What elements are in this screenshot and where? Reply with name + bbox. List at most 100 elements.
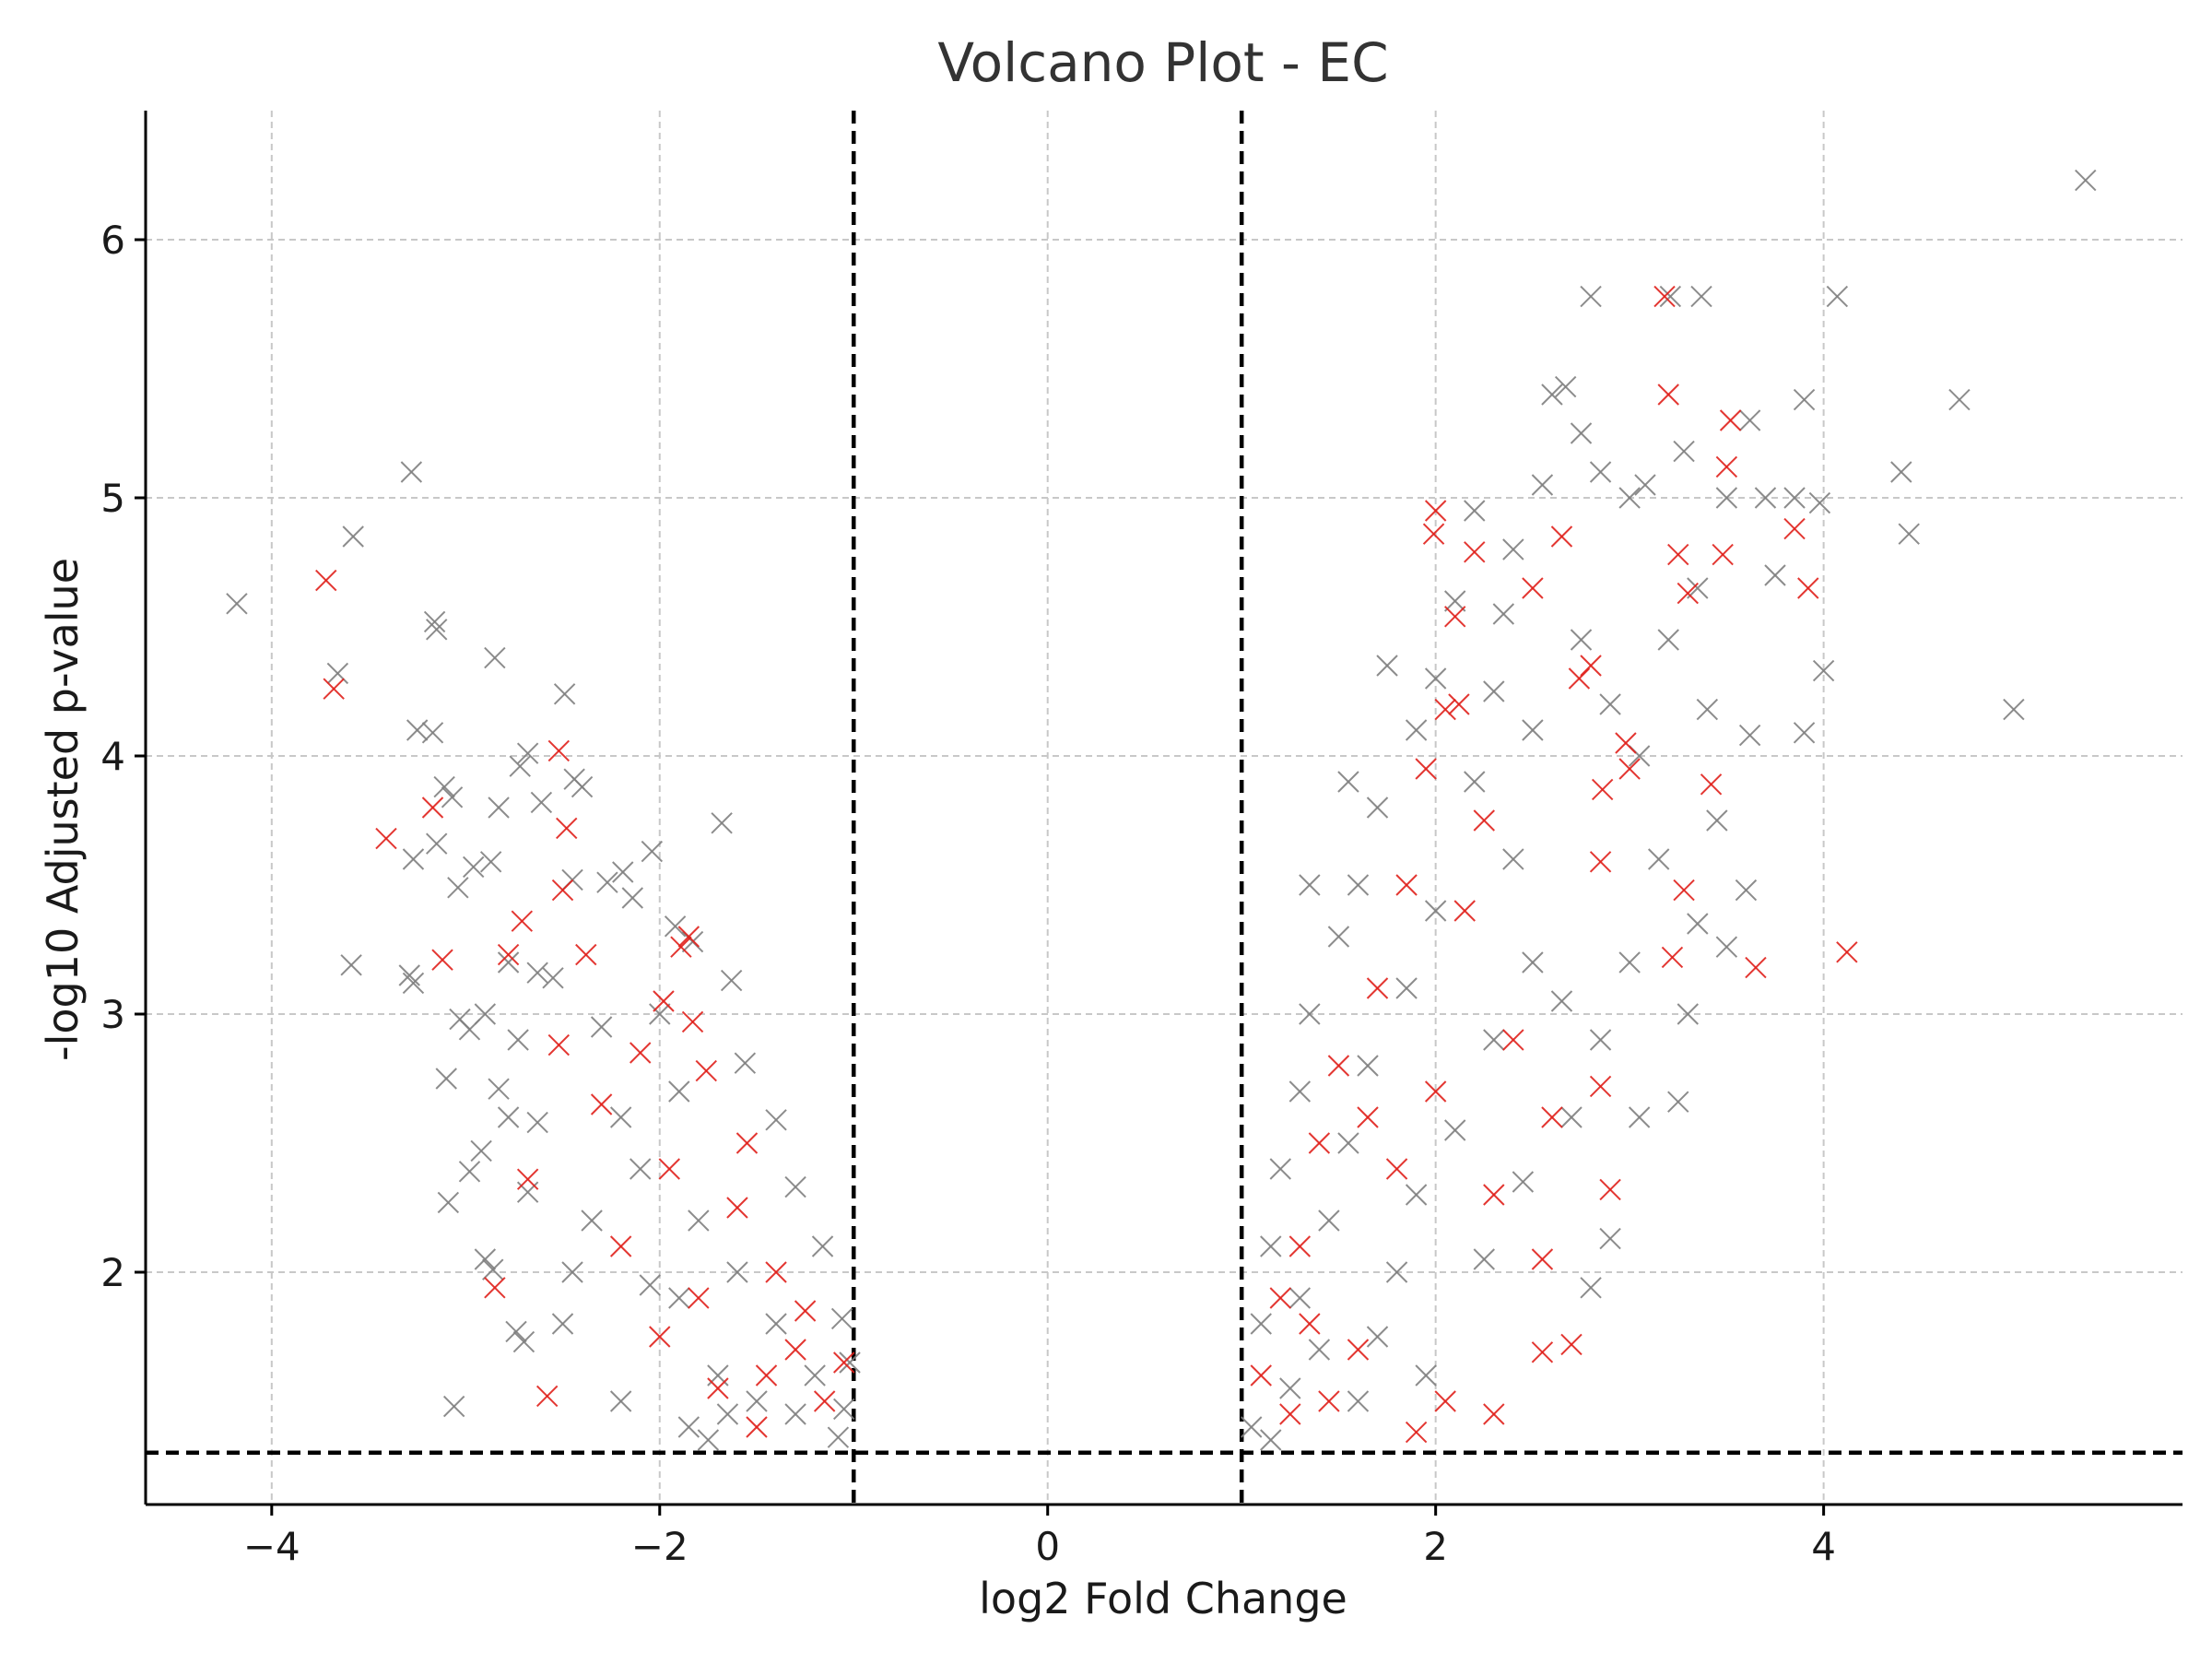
data-point bbox=[1483, 680, 1505, 702]
data-point-stroke bbox=[1719, 409, 1742, 431]
data-point-stroke bbox=[484, 646, 506, 669]
data-point-stroke bbox=[431, 949, 453, 971]
data-point bbox=[1615, 732, 1637, 754]
data-point bbox=[1308, 1132, 1331, 1154]
data-point bbox=[1502, 538, 1524, 561]
data-point-stroke bbox=[668, 1287, 690, 1309]
data-point bbox=[1434, 698, 1456, 721]
data-point-stroke bbox=[1444, 590, 1466, 612]
data-point-stroke bbox=[516, 742, 539, 764]
data-point bbox=[1531, 1248, 1554, 1270]
data-point-stroke bbox=[1706, 809, 1728, 832]
data-point bbox=[1405, 719, 1428, 741]
data-point bbox=[1589, 1029, 1612, 1051]
data-point-stroke bbox=[426, 832, 448, 855]
data-point-stroke bbox=[784, 1339, 806, 1361]
data-point bbox=[658, 1158, 680, 1180]
data-point-stroke bbox=[1318, 1390, 1340, 1412]
data-point-stroke bbox=[1357, 1055, 1379, 1077]
data-point bbox=[1657, 384, 1679, 406]
data-point-stroke bbox=[1898, 523, 1920, 545]
data-point-stroke bbox=[813, 1390, 836, 1412]
data-point bbox=[1385, 1261, 1408, 1283]
data-point-stroke bbox=[563, 768, 585, 790]
data-point-stroke bbox=[398, 964, 420, 986]
data-point bbox=[340, 954, 362, 976]
data-point bbox=[813, 1390, 836, 1412]
data-point-stroke bbox=[1512, 1171, 1535, 1193]
data-point-stroke bbox=[561, 1261, 583, 1283]
data-point bbox=[688, 1210, 710, 1232]
data-point bbox=[535, 1385, 559, 1408]
data-point bbox=[1808, 491, 1831, 514]
data-point-stroke bbox=[581, 1210, 603, 1232]
data-point-stroke bbox=[1269, 1158, 1291, 1180]
data-point bbox=[488, 1078, 510, 1100]
data-point bbox=[609, 1106, 632, 1128]
data-point bbox=[1648, 848, 1670, 870]
data-point-stroke bbox=[726, 1261, 748, 1283]
data-point bbox=[497, 1106, 520, 1128]
data-point bbox=[441, 786, 464, 808]
data-point bbox=[1424, 667, 1447, 690]
data-point bbox=[1522, 719, 1544, 741]
data-point-stroke bbox=[553, 683, 576, 705]
data-point bbox=[1764, 564, 1786, 586]
data-point-stroke bbox=[697, 1429, 720, 1451]
y-tick-label: 2 bbox=[100, 1250, 125, 1295]
data-point bbox=[1677, 582, 1699, 605]
data-point-stroke bbox=[746, 1416, 768, 1438]
data-point bbox=[551, 879, 574, 902]
data-point-stroke bbox=[482, 1258, 504, 1280]
data-point bbox=[1570, 422, 1593, 444]
data-point bbox=[1424, 500, 1447, 522]
data-point-stroke bbox=[1715, 936, 1738, 958]
data-point-stroke bbox=[323, 678, 345, 700]
data-point bbox=[1337, 1132, 1359, 1154]
data-point bbox=[458, 1161, 481, 1183]
data-point-stroke bbox=[340, 954, 362, 976]
data-point bbox=[1618, 487, 1641, 509]
data-point bbox=[1357, 1055, 1379, 1077]
data-point-stroke bbox=[621, 887, 644, 909]
data-point-stroke bbox=[535, 1385, 559, 1408]
data-point bbox=[1385, 1158, 1408, 1180]
data-point-stroke bbox=[1599, 693, 1621, 715]
y-axis-label: -log10 Adjusted p-value bbox=[38, 558, 88, 1061]
data-point-stroke bbox=[1836, 941, 1858, 963]
data-point bbox=[833, 1398, 855, 1421]
data-point bbox=[426, 832, 448, 855]
data-point-stroke bbox=[1395, 977, 1418, 999]
data-point bbox=[1415, 1364, 1437, 1387]
data-point-stroke bbox=[1366, 977, 1389, 999]
data-point-stroke bbox=[1673, 879, 1695, 902]
data-point bbox=[1483, 1403, 1505, 1425]
data-point-stroke bbox=[711, 812, 733, 834]
data-point bbox=[2075, 169, 2097, 192]
data-point-stroke bbox=[435, 1068, 457, 1090]
data-point bbox=[1560, 1333, 1583, 1356]
data-point bbox=[1898, 523, 1920, 545]
data-point-stroke bbox=[765, 1313, 787, 1335]
data-point-stroke bbox=[1366, 797, 1389, 819]
data-point-stroke bbox=[441, 786, 464, 808]
data-point bbox=[1250, 1364, 1272, 1387]
data-point-stroke bbox=[1279, 1377, 1301, 1399]
data-point bbox=[677, 926, 700, 948]
data-point-stroke bbox=[1797, 577, 1819, 599]
data-point-stroke bbox=[470, 1139, 492, 1162]
data-point bbox=[1836, 941, 1858, 963]
data-point bbox=[556, 817, 578, 840]
data-point bbox=[1318, 1210, 1340, 1232]
data-point bbox=[1618, 758, 1641, 780]
data-point-stroke bbox=[1738, 409, 1761, 431]
data-point-stroke bbox=[1550, 525, 1573, 548]
tick-labels: −4 −2 0 2 4 2 3 4 5 6 bbox=[100, 218, 1836, 1569]
data-point-stroke bbox=[1405, 1421, 1428, 1444]
data-point bbox=[526, 1111, 548, 1134]
x-tick-label: 4 bbox=[1811, 1524, 1836, 1569]
data-point-stroke bbox=[1948, 388, 1971, 411]
data-point bbox=[474, 1003, 497, 1025]
data-point-stroke bbox=[556, 817, 578, 840]
data-point bbox=[1279, 1377, 1301, 1399]
